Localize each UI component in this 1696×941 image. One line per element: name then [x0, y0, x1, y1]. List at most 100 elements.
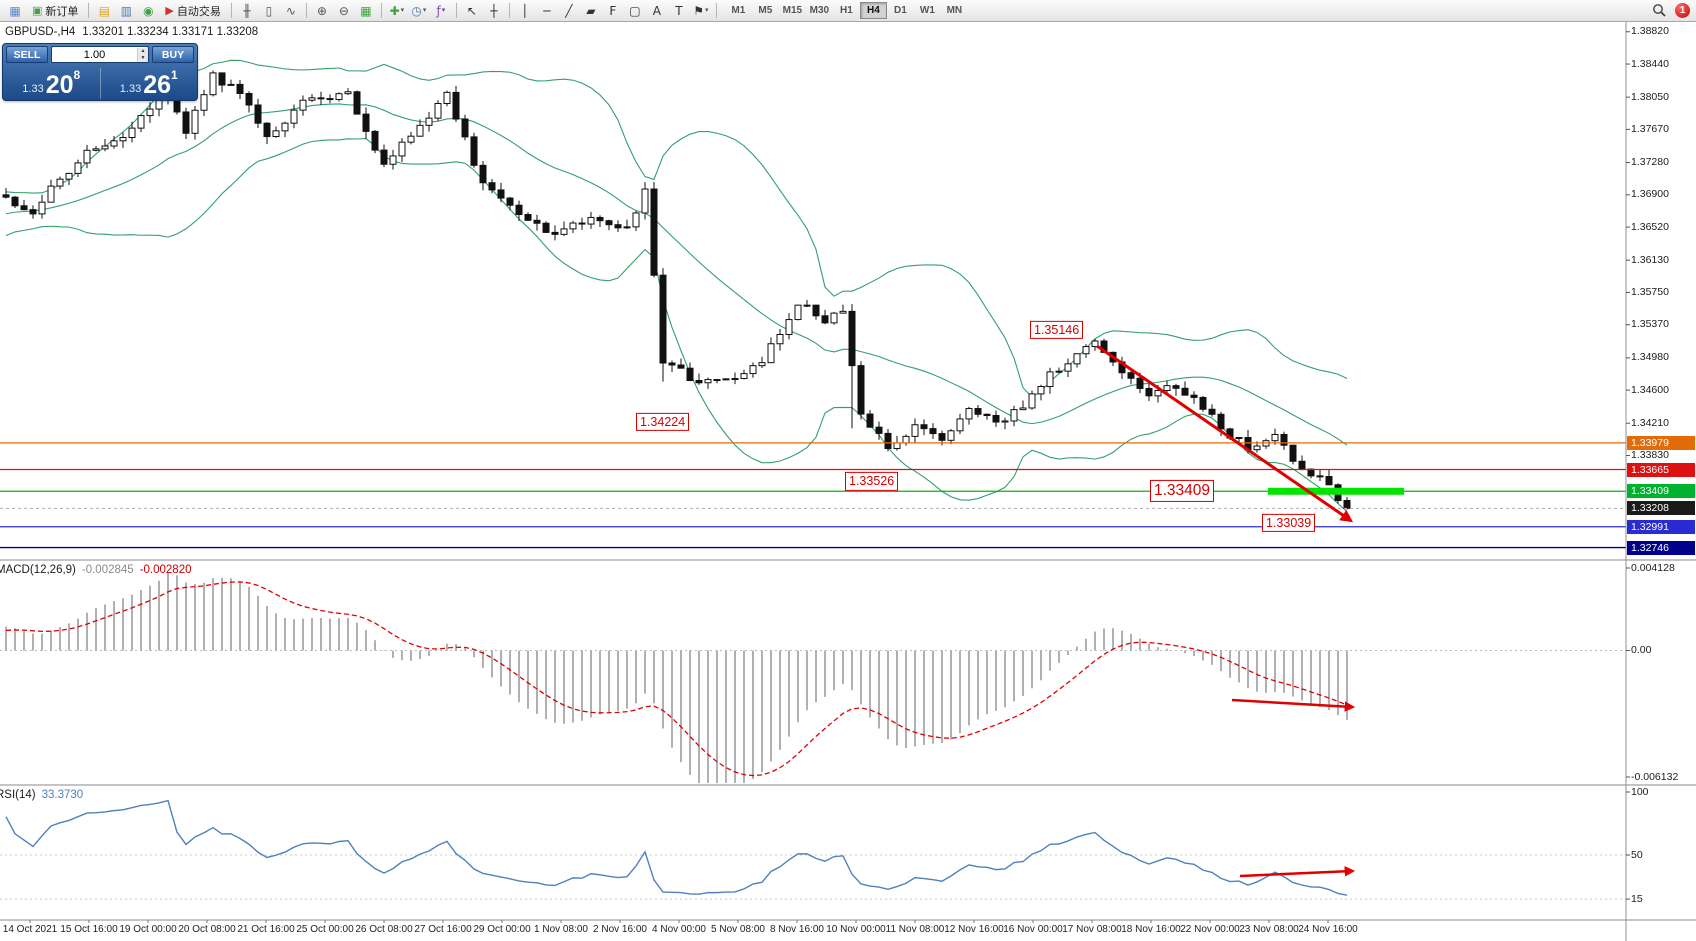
price-annotation[interactable]: 1.33039	[1262, 513, 1316, 532]
notification-badge[interactable]: 1	[1675, 3, 1690, 18]
symbol-period-label: GBPUSD-,H4	[5, 26, 76, 38]
price-axis-label: 1.36130	[1631, 253, 1669, 266]
toolbar-separator	[380, 3, 382, 18]
arrows-icon[interactable]: ⚑ ▾	[693, 3, 709, 18]
volume-up-button[interactable]: ▲	[138, 47, 148, 55]
toolbar-separator	[715, 3, 717, 18]
timeframe-m1[interactable]: M1	[731, 5, 746, 16]
time-axis-label: 29 Oct 00:00	[473, 924, 531, 935]
timeframe-mn[interactable]: MN	[946, 5, 963, 16]
time-axis-label: 15 Oct 16:00	[60, 924, 118, 935]
text-icon[interactable]: A	[652, 3, 661, 18]
macd-axis-label: 0.00	[1631, 644, 1652, 657]
macd-arrow-object[interactable]	[1231, 698, 1356, 712]
time-axis-label: 5 Nov 08:00	[711, 924, 765, 935]
time-axis-label: 16 Nov 00:00	[1003, 924, 1063, 935]
bar-chart-type-icon[interactable]: ╫	[243, 3, 251, 18]
timeframe-group: M1 M5 M15 M30 H1 H4 D1 W1 MN	[725, 2, 968, 19]
price-highlight-label: 1.33409	[1627, 484, 1695, 499]
time-axis-label: 18 Nov 16:00	[1121, 924, 1181, 935]
price-axis-label: 1.36900	[1631, 188, 1669, 201]
sell-button[interactable]: SELL	[6, 46, 48, 63]
sell-price-main: 20	[45, 71, 74, 99]
rsi-name: RSI(14)	[0, 789, 36, 801]
trend-arrow-object[interactable]	[1096, 344, 1354, 523]
time-axis-label: 25 Oct 00:00	[296, 924, 354, 935]
price-axis-label: 1.35750	[1631, 285, 1669, 298]
price-annotation[interactable]: 1.33409	[1150, 480, 1215, 503]
timeframe-m30[interactable]: M30	[809, 5, 830, 16]
market-watch-icon[interactable]: ▤	[98, 3, 111, 18]
price-annotation[interactable]: 1.35146	[1030, 320, 1084, 339]
candlestick-chart-type-icon[interactable]: ▯	[265, 3, 273, 18]
price-axis-label: 1.33830	[1631, 449, 1669, 462]
buy-price[interactable]: 1.33 26 1	[101, 65, 198, 100]
new-order-button[interactable]: ▣ 新订单	[32, 4, 79, 18]
terminal-icon[interactable]: ▦	[9, 3, 21, 18]
line-chart-type-icon[interactable]: ∿	[285, 3, 296, 18]
sell-price-pip: 8	[73, 68, 81, 82]
timeframe-m15[interactable]: M15	[782, 5, 803, 16]
text-label-icon[interactable]: T	[675, 3, 683, 18]
price-axis-label: 1.38820	[1631, 25, 1669, 38]
price-annotation[interactable]: 1.34224	[636, 412, 690, 432]
price-axis-label: 1.34980	[1631, 351, 1669, 364]
crosshair-icon[interactable]: ┼	[490, 3, 498, 18]
price-annotation[interactable]: 1.33526	[845, 472, 899, 491]
toolbar-separator	[230, 3, 232, 18]
zoom-out-icon[interactable]: ⊖	[338, 3, 349, 18]
price-axis-label: 1.38440	[1631, 57, 1669, 70]
timeframe-d1[interactable]: D1	[893, 5, 907, 16]
toolbar-items: ▦ ▣ 新订单 ▤ ▥ ◉ ▶ 自动交易 ╫ ▯ ∿ ⊕ ⊖ ▦ ✚ ▾ ◷ ▾ ƒ ▾ ↖ ┼ │ ─ ╱ ▰ F ▢ A T ⚑ ▾	[4, 2, 721, 20]
cursor-icon[interactable]: ↖	[466, 3, 477, 18]
navigator-icon[interactable]: ▥	[120, 3, 133, 18]
rsi-arrow-object[interactable]	[1239, 866, 1356, 878]
autotrading-button[interactable]: ▶ 自动交易	[165, 4, 221, 18]
price-highlight-label: 1.32746	[1627, 540, 1695, 555]
horizontal-line-icon[interactable]: ─	[543, 3, 551, 18]
buy-button[interactable]: BUY	[152, 46, 194, 63]
timeframe-h4[interactable]: H4	[859, 2, 887, 19]
sell-price[interactable]: 1.33 20 8	[3, 65, 100, 100]
indicators-icon[interactable]: ƒ ▾	[436, 3, 446, 18]
price-axis-label: 1.37280	[1631, 156, 1669, 169]
zoom-in-icon[interactable]: ⊕	[316, 3, 327, 18]
shapes-icon[interactable]: ▢	[629, 3, 641, 18]
price-axis-label: 1.36520	[1631, 220, 1669, 233]
price-axis-label: 1.34600	[1631, 383, 1669, 396]
one-click-top-row: SELL ▲ ▼ BUY	[3, 44, 197, 65]
search-icon[interactable]	[1649, 2, 1669, 20]
toolbar-separator	[508, 3, 510, 18]
toolbar-separator	[88, 3, 90, 18]
macd-histogram	[5, 572, 1348, 783]
tile-windows-icon[interactable]: ▦	[360, 3, 372, 18]
rsi-axis-label: 100	[1631, 785, 1649, 798]
price-axis-label: 1.34210	[1631, 416, 1669, 429]
chart-title: GBPUSD-,H4 1.33201 1.33234 1.33171 1.3320…	[5, 26, 258, 38]
buy-price-pip: 1	[171, 68, 178, 82]
trendline-icon[interactable]: ╱	[565, 3, 573, 18]
ohlc-values: 1.33201 1.33234 1.33171 1.33208	[82, 26, 259, 38]
time-axis-label: 24 Nov 16:00	[1298, 924, 1358, 935]
toolbar-right: 1	[1648, 2, 1692, 20]
volume-down-button[interactable]: ▼	[138, 54, 148, 62]
rsi-axis-label: 50	[1631, 848, 1643, 861]
timeframe-m5[interactable]: M5	[758, 5, 773, 16]
new-chart-icon[interactable]: ✚ ▾	[389, 3, 405, 18]
volume-input[interactable]	[52, 48, 137, 61]
timeframe-w1[interactable]: W1	[919, 5, 935, 16]
data-window-icon[interactable]: ◉	[143, 3, 154, 18]
timeframe-h1[interactable]: H1	[839, 5, 853, 16]
profiles-icon[interactable]: ◷ ▾	[411, 3, 427, 18]
equidistant-channel-icon[interactable]: ▰	[586, 3, 596, 18]
fibonacci-icon[interactable]: F	[609, 3, 617, 18]
rsi-line	[5, 799, 1348, 896]
price-highlight-label: 1.33208	[1627, 501, 1695, 516]
toolbar-separator	[305, 3, 307, 18]
rsi-indicator-label: RSI(14) 33.3730	[0, 789, 83, 801]
price-highlight-label: 1.33665	[1627, 462, 1695, 477]
vertical-line-icon[interactable]: │	[521, 3, 529, 18]
time-axis-label: 14 Oct 2021	[2, 924, 58, 935]
